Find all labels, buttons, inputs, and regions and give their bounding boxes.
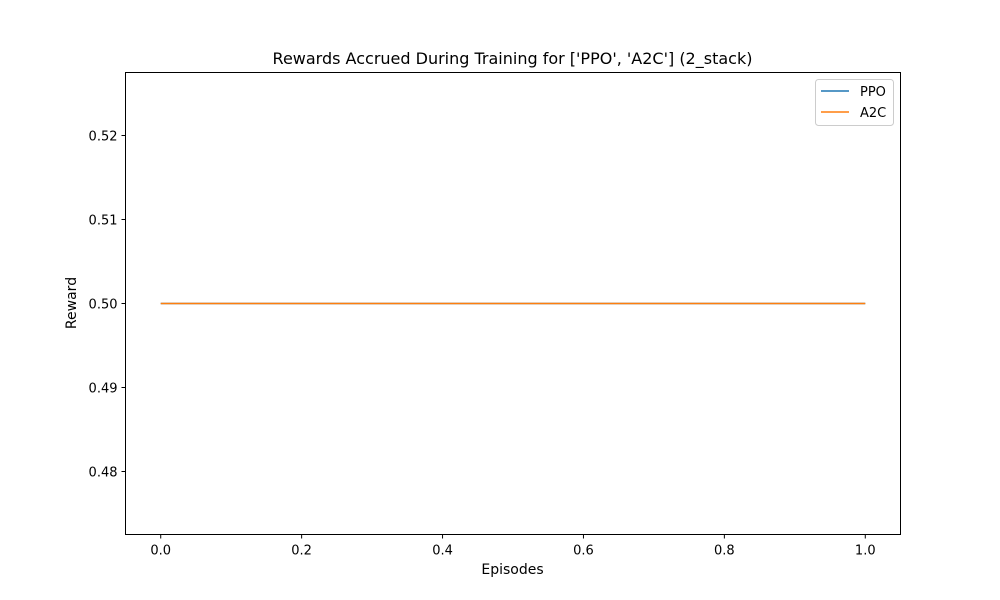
legend-label-ppo: PPO	[860, 85, 886, 100]
x-tick-label: 1.0	[855, 544, 876, 559]
x-tick-label: 0.6	[573, 544, 594, 559]
x-axis-label: Episodes	[481, 562, 543, 578]
x-axis-ticks: 0.0 0.2 0.4 0.6 0.8 1.0	[150, 534, 876, 559]
y-tick-label: 0.49	[89, 382, 118, 397]
y-tick-label: 0.48	[89, 466, 118, 481]
y-tick-label: 0.51	[89, 214, 118, 229]
legend-label-a2c: A2C	[860, 106, 886, 121]
y-tick-label: 0.52	[89, 130, 118, 145]
y-tick-label: 0.50	[89, 298, 118, 313]
x-tick-label: 0.0	[150, 544, 171, 559]
legend: PPO A2C	[815, 79, 894, 126]
chart-title: Rewards Accrued During Training for ['PP…	[273, 49, 753, 69]
x-tick-label: 0.8	[714, 544, 735, 559]
y-axis-label: Reward	[64, 277, 80, 329]
x-tick-label: 0.2	[291, 544, 312, 559]
x-tick-label: 0.4	[432, 544, 453, 559]
y-axis-ticks: 0.48 0.49 0.50 0.51 0.52	[89, 130, 126, 481]
